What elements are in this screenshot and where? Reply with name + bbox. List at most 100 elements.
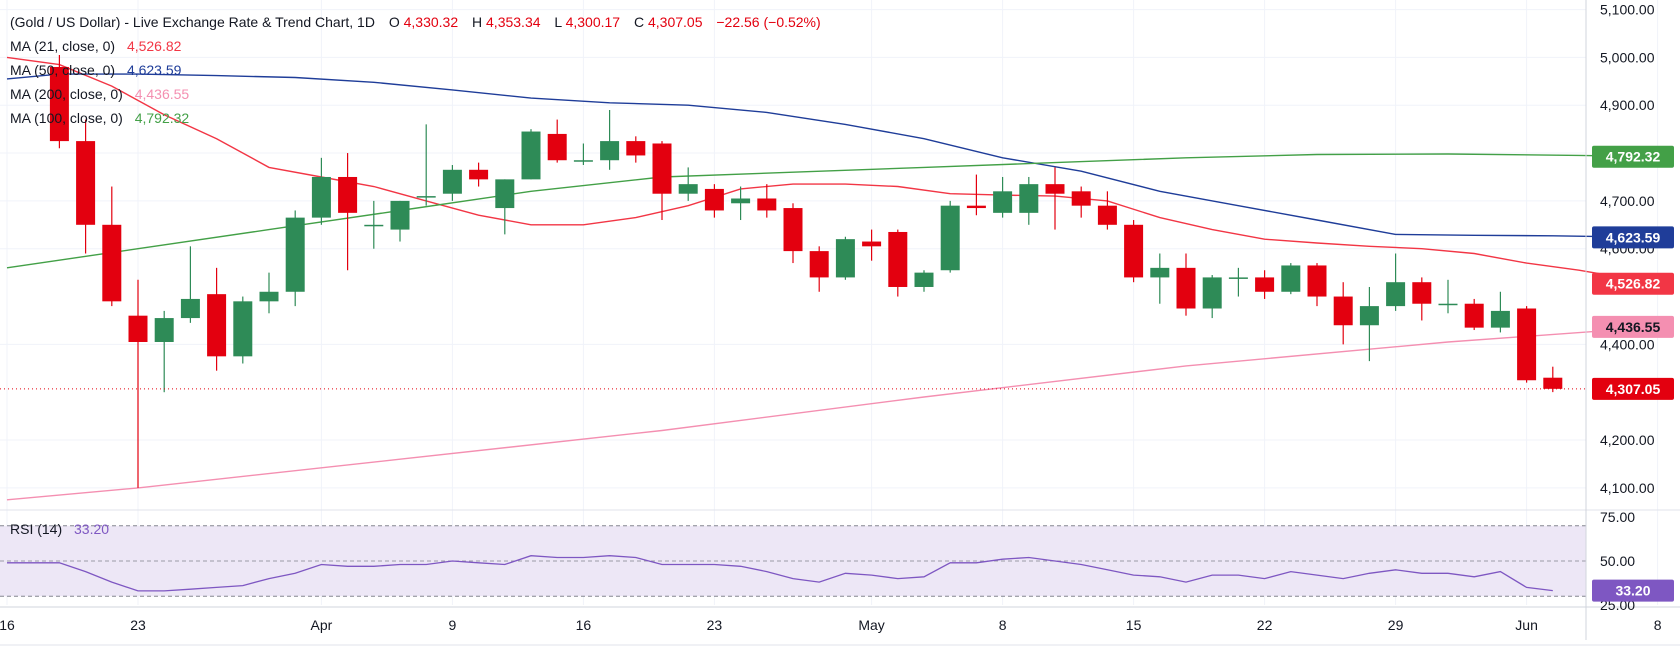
candle-body (521, 131, 541, 180)
candle-body (1202, 277, 1222, 309)
candle (154, 310, 174, 393)
candle-body (573, 160, 593, 162)
candle-body (1150, 267, 1170, 278)
ma100-line (6, 153, 1658, 269)
price-tick-label: 5,000.00 (1600, 49, 1655, 65)
candle-body (1359, 306, 1379, 326)
candle-body (1071, 191, 1091, 206)
close-label: C (634, 14, 644, 30)
svg-text:MA (21, close, 0) 4,52: MA (21, close, 0) 4,526.82 (10, 38, 182, 54)
candle-body (1517, 308, 1537, 381)
time-tick-label: 16 (576, 617, 592, 633)
candle-body (259, 291, 279, 302)
header-legend: (Gold / US Dollar) - Live Exchange Rate … (10, 14, 821, 537)
candle (1307, 263, 1327, 307)
candle-body (495, 179, 515, 209)
candle (626, 136, 646, 163)
time-tick-label: 8 (1654, 617, 1662, 633)
price-tag-box (1592, 272, 1674, 295)
candle (993, 176, 1013, 218)
time-tick-label: May (858, 617, 884, 633)
price-tag-text: 4,792.32 (1606, 149, 1661, 165)
candle (1019, 176, 1039, 225)
price-tick-label: 4,400.00 (1600, 336, 1655, 352)
candle (311, 157, 331, 225)
candle-body (285, 217, 305, 292)
price-tick-label: 4,900.00 (1600, 97, 1655, 113)
legend-ma200-value: 4,436.55 (135, 86, 190, 102)
price-tick-label: 4,100.00 (1600, 480, 1655, 496)
candle (233, 296, 253, 364)
price-tag-ma200: 4,436.55 (1592, 315, 1674, 338)
candle-body (914, 272, 934, 287)
candle (547, 119, 567, 163)
candle-body (1019, 184, 1039, 213)
legend-ma21-value: 4,526.82 (127, 38, 182, 54)
candle (1517, 306, 1537, 383)
time-tick-label: 22 (1257, 617, 1273, 633)
candle (495, 179, 515, 235)
candle (835, 236, 855, 280)
candle (180, 246, 200, 323)
price-tag-ma50: 4,623.59 (1592, 226, 1674, 249)
candle-body (678, 184, 698, 194)
price-tag-ma100: 4,792.32 (1592, 145, 1674, 168)
legend-ma21-label: MA (21, close, 0) (10, 38, 115, 54)
time-tick-label: 8 (999, 617, 1007, 633)
candle (1333, 282, 1353, 345)
candle-body (469, 169, 489, 180)
candle (1176, 253, 1196, 316)
time-tick-label: 16 (0, 617, 15, 633)
price-tag-box (1592, 377, 1674, 400)
candle-body (180, 298, 200, 319)
candle-body (704, 188, 724, 211)
candle (1045, 167, 1065, 230)
candle-body (993, 191, 1013, 213)
price-tag-text: 4,623.59 (1606, 229, 1661, 245)
candle-body (233, 301, 253, 357)
candle-body (1438, 303, 1458, 306)
candle (102, 186, 122, 307)
candle-body (1097, 205, 1117, 225)
candle (1124, 220, 1144, 283)
rsi-tick-label: 50.00 (1600, 553, 1635, 569)
candle (809, 246, 829, 292)
candle (1464, 298, 1484, 331)
svg-text:MA (50, close, 0) 4,62: MA (50, close, 0) 4,623.59 (10, 62, 182, 78)
candle-body (390, 200, 410, 230)
candle (1255, 270, 1275, 299)
candle (600, 110, 620, 170)
candle (783, 203, 803, 264)
candle-body (338, 176, 358, 213)
rsi-line (7, 555, 1553, 592)
legend-ma100-label: MA (100, close, 0) (10, 110, 123, 126)
svg-text:MA (100, close, 0) 4,7: MA (100, close, 0) 4,792.32 (10, 110, 189, 126)
grid-lines (0, 0, 1659, 605)
legend-ma200-label: MA (200, close, 0) (10, 86, 123, 102)
time-tick-label: Apr (311, 617, 333, 633)
candle (338, 153, 358, 271)
close-value: 4,307.05 (648, 14, 703, 30)
time-tick-label: 23 (130, 617, 146, 633)
time-tick-label: 15 (1126, 617, 1142, 633)
price-tag-box (1592, 315, 1674, 338)
candle-body (835, 239, 855, 278)
candle (731, 186, 751, 221)
candle-body (1490, 310, 1510, 328)
candle-body (600, 141, 620, 161)
time-tick-label: 9 (449, 617, 457, 633)
price-tag-ma21: 4,526.82 (1592, 272, 1674, 295)
candle-body (547, 133, 567, 161)
candles (49, 55, 1563, 488)
legend-ma100-value: 4,792.32 (135, 110, 190, 126)
candle-body (1255, 277, 1275, 292)
candle-body (1412, 282, 1432, 304)
candle-body (416, 196, 436, 198)
svg-text:MA (200, close, 0) 4,4: MA (200, close, 0) 4,436.55 (10, 86, 189, 102)
change-value: −22.56 (−0.52%) (716, 14, 820, 30)
candle-body (1176, 267, 1196, 309)
candle (1071, 186, 1091, 218)
rsi-legend-label: RSI (14) (10, 521, 62, 537)
price-tick-label: 4,200.00 (1600, 432, 1655, 448)
